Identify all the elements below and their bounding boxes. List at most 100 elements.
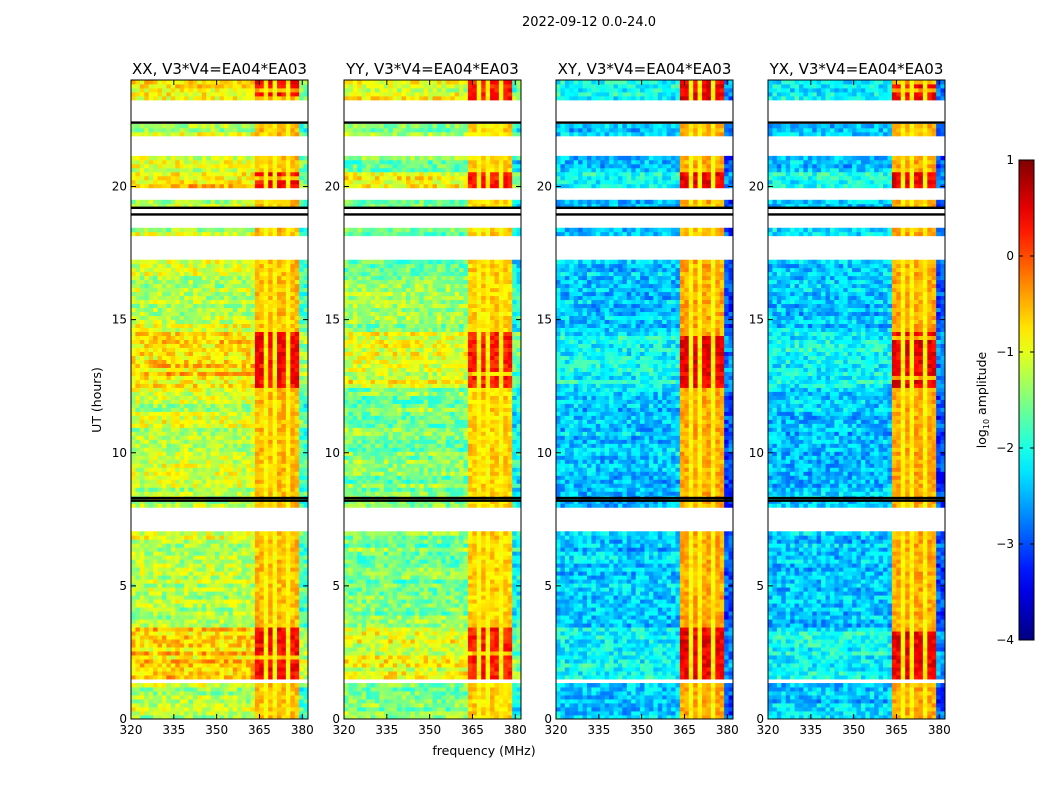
heatmap-cell — [215, 451, 220, 455]
heatmap-cell — [242, 463, 247, 467]
heatmap-cell — [180, 451, 185, 455]
heatmap-cell — [202, 304, 207, 308]
heatmap-cell — [202, 156, 207, 160]
heatmap-cell — [197, 296, 202, 300]
heatmap-cell — [140, 487, 145, 491]
heatmap-cell — [255, 96, 260, 100]
heatmap-cell — [140, 336, 145, 340]
heatmap-cell — [237, 491, 242, 495]
heatmap-cell — [180, 288, 185, 292]
heatmap-cell — [211, 340, 216, 344]
heatmap-cell — [162, 431, 167, 435]
heatmap-cell — [211, 276, 216, 280]
heatmap-cell — [299, 559, 304, 563]
heatmap-cell — [237, 687, 242, 691]
heatmap-cell — [175, 639, 180, 643]
heatmap-cell — [180, 627, 185, 631]
heatmap-cell — [131, 435, 136, 439]
heatmap-cell — [250, 599, 255, 603]
heatmap-cell — [237, 296, 242, 300]
heatmap-cell — [215, 276, 220, 280]
heatmap-cell — [246, 348, 251, 352]
heatmap-cell — [206, 663, 211, 667]
heatmap-cell — [237, 312, 242, 316]
heatmap-cell — [228, 415, 233, 419]
heatmap-cell — [295, 619, 300, 623]
heatmap-cell — [237, 603, 242, 607]
heatmap-cell — [144, 435, 149, 439]
heatmap-cell — [281, 292, 286, 296]
heatmap-cell — [149, 180, 154, 184]
heatmap-cell — [264, 635, 269, 639]
heatmap-cell — [299, 651, 304, 655]
heatmap-cell — [180, 639, 185, 643]
heatmap-cell — [215, 312, 220, 316]
heatmap-cell — [264, 455, 269, 459]
heatmap-cell — [224, 703, 229, 707]
heatmap-cell — [202, 683, 207, 687]
heatmap-cell — [135, 156, 140, 160]
heatmap-cell — [281, 547, 286, 551]
heatmap-cell — [193, 128, 198, 132]
heatmap-cell — [242, 691, 247, 695]
heatmap-cell — [220, 372, 225, 376]
heatmap-cell — [131, 471, 136, 475]
heatmap-cell — [220, 300, 225, 304]
heatmap-cell — [299, 364, 304, 368]
heatmap-cell — [184, 260, 189, 264]
heatmap-cell — [268, 707, 273, 711]
heatmap-cell — [228, 264, 233, 268]
heatmap-cell — [228, 443, 233, 447]
heatmap-cell — [220, 280, 225, 284]
heatmap-cell — [189, 699, 194, 703]
heatmap-cell — [189, 348, 194, 352]
heatmap-cell — [259, 671, 264, 675]
heatmap-cell — [131, 443, 136, 447]
heatmap-cell — [224, 92, 229, 96]
heatmap-cell — [290, 531, 295, 535]
heatmap-cell — [233, 407, 238, 411]
heatmap-cell — [268, 467, 273, 471]
heatmap-cell — [215, 128, 220, 132]
heatmap-cell — [273, 376, 278, 380]
heatmap-cell — [220, 168, 225, 172]
heatmap-cell — [162, 427, 167, 431]
heatmap-cell — [193, 284, 198, 288]
heatmap-cell — [255, 419, 260, 423]
heatmap-cell — [264, 168, 269, 172]
heatmap-cell — [215, 463, 220, 467]
heatmap-cell — [175, 615, 180, 619]
heatmap-cell — [295, 683, 300, 687]
heatmap-cell — [175, 451, 180, 455]
heatmap-cell — [237, 232, 242, 236]
heatmap-cell — [277, 439, 282, 443]
heatmap-cell — [153, 447, 158, 451]
heatmap-cell — [215, 479, 220, 483]
heatmap-cell — [153, 451, 158, 455]
heatmap-cell — [206, 316, 211, 320]
heatmap-cell — [215, 368, 220, 372]
heatmap-cell — [273, 176, 278, 180]
heatmap-cell — [290, 595, 295, 599]
heatmap-cell — [158, 671, 163, 675]
heatmap-cell — [286, 308, 291, 312]
heatmap-cell — [197, 336, 202, 340]
heatmap-cell — [131, 671, 136, 675]
heatmap-cell — [264, 439, 269, 443]
heatmap-cell — [233, 659, 238, 663]
heatmap-cell — [189, 567, 194, 571]
heatmap-cell — [180, 344, 185, 348]
heatmap-cell — [273, 400, 278, 404]
heatmap-cell — [281, 619, 286, 623]
heatmap-cell — [144, 316, 149, 320]
heatmap-cell — [144, 631, 149, 635]
heatmap-cell — [180, 376, 185, 380]
heatmap-cell — [246, 591, 251, 595]
heatmap-cell — [224, 316, 229, 320]
heatmap-cell — [180, 571, 185, 575]
heatmap-cell — [166, 180, 171, 184]
heatmap-cell — [166, 340, 171, 344]
heatmap-cell — [250, 439, 255, 443]
heatmap-cell — [255, 368, 260, 372]
heatmap-cell — [228, 619, 233, 623]
